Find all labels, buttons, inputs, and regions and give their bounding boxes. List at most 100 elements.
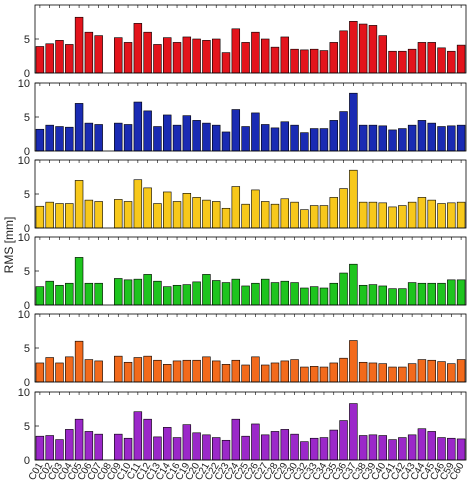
bar xyxy=(309,437,319,461)
bar xyxy=(35,205,45,229)
bar xyxy=(153,280,162,306)
bar xyxy=(231,28,241,74)
bar xyxy=(290,201,299,229)
y-tick-label: 0 xyxy=(24,377,30,389)
bar xyxy=(358,361,368,383)
bar xyxy=(84,359,94,383)
bar xyxy=(368,25,378,74)
bar xyxy=(388,206,397,229)
bar xyxy=(339,188,348,229)
bar xyxy=(309,48,319,74)
bar xyxy=(45,201,54,229)
bar xyxy=(437,437,446,461)
bar xyxy=(55,439,64,461)
bar xyxy=(211,280,221,306)
bar xyxy=(329,120,338,152)
bar xyxy=(84,199,94,229)
bar xyxy=(123,279,133,306)
bar xyxy=(241,42,250,74)
bar xyxy=(270,431,280,461)
bar xyxy=(45,124,54,152)
bar xyxy=(329,362,338,383)
bar xyxy=(339,272,348,306)
bar xyxy=(94,124,103,152)
bar xyxy=(55,40,64,74)
bar xyxy=(417,197,427,229)
bar xyxy=(55,362,64,383)
bar xyxy=(260,278,270,306)
y-tick-label: 5 xyxy=(24,421,30,433)
bar xyxy=(143,418,152,461)
bar xyxy=(221,364,231,383)
bar xyxy=(329,197,338,229)
y-tick-label: 5 xyxy=(24,343,30,355)
bar xyxy=(182,193,192,229)
bar xyxy=(231,109,241,152)
bar xyxy=(251,31,260,74)
axes-frame xyxy=(34,82,467,152)
bar xyxy=(172,437,182,461)
bar xyxy=(417,282,427,306)
bar xyxy=(309,366,319,383)
bar xyxy=(133,101,143,152)
bar xyxy=(437,203,446,229)
bar xyxy=(300,132,309,152)
y-tick-label: 10 xyxy=(18,155,30,167)
y-tick-label: 5 xyxy=(24,189,30,201)
axes-frame xyxy=(34,391,467,461)
bar xyxy=(407,201,417,229)
bar xyxy=(163,191,172,229)
bar xyxy=(251,112,260,152)
bar xyxy=(417,120,427,152)
y-tick-label: 0 xyxy=(24,300,30,312)
bar xyxy=(260,434,270,461)
axes-frame xyxy=(34,4,467,74)
bar xyxy=(241,364,250,383)
bar xyxy=(388,288,397,306)
bar xyxy=(270,203,280,229)
bar xyxy=(114,433,123,461)
bar xyxy=(447,363,456,383)
bar xyxy=(231,186,241,229)
bar xyxy=(241,285,250,306)
bar xyxy=(192,432,201,461)
bar xyxy=(84,431,94,461)
bar xyxy=(427,199,436,229)
bar xyxy=(290,282,299,306)
y-tick-label: 5 xyxy=(24,266,30,278)
bar xyxy=(319,366,329,383)
bar xyxy=(417,359,427,383)
bar xyxy=(153,359,162,383)
bar xyxy=(74,340,84,383)
bar xyxy=(280,429,290,461)
bar xyxy=(339,357,348,383)
bar xyxy=(74,257,84,306)
bar xyxy=(35,362,45,383)
axes-frame xyxy=(34,159,467,229)
bar xyxy=(349,403,358,461)
bar xyxy=(339,30,348,74)
bar xyxy=(319,437,329,461)
bar xyxy=(202,356,211,383)
bar xyxy=(260,38,270,74)
bar xyxy=(437,282,446,306)
bar xyxy=(211,38,221,74)
bar xyxy=(45,43,54,74)
bar xyxy=(378,363,387,383)
bar xyxy=(358,124,368,152)
bar xyxy=(329,429,338,461)
bar xyxy=(300,49,309,74)
bar xyxy=(427,359,436,383)
bar xyxy=(280,121,290,152)
bar xyxy=(143,355,152,383)
bar xyxy=(94,360,103,383)
bar xyxy=(35,286,45,306)
bar xyxy=(211,124,221,152)
y-tick-label: 10 xyxy=(18,232,30,244)
bar xyxy=(417,428,427,461)
bar xyxy=(55,284,64,306)
bar xyxy=(251,282,260,306)
bar xyxy=(153,44,162,74)
bar xyxy=(202,274,211,306)
